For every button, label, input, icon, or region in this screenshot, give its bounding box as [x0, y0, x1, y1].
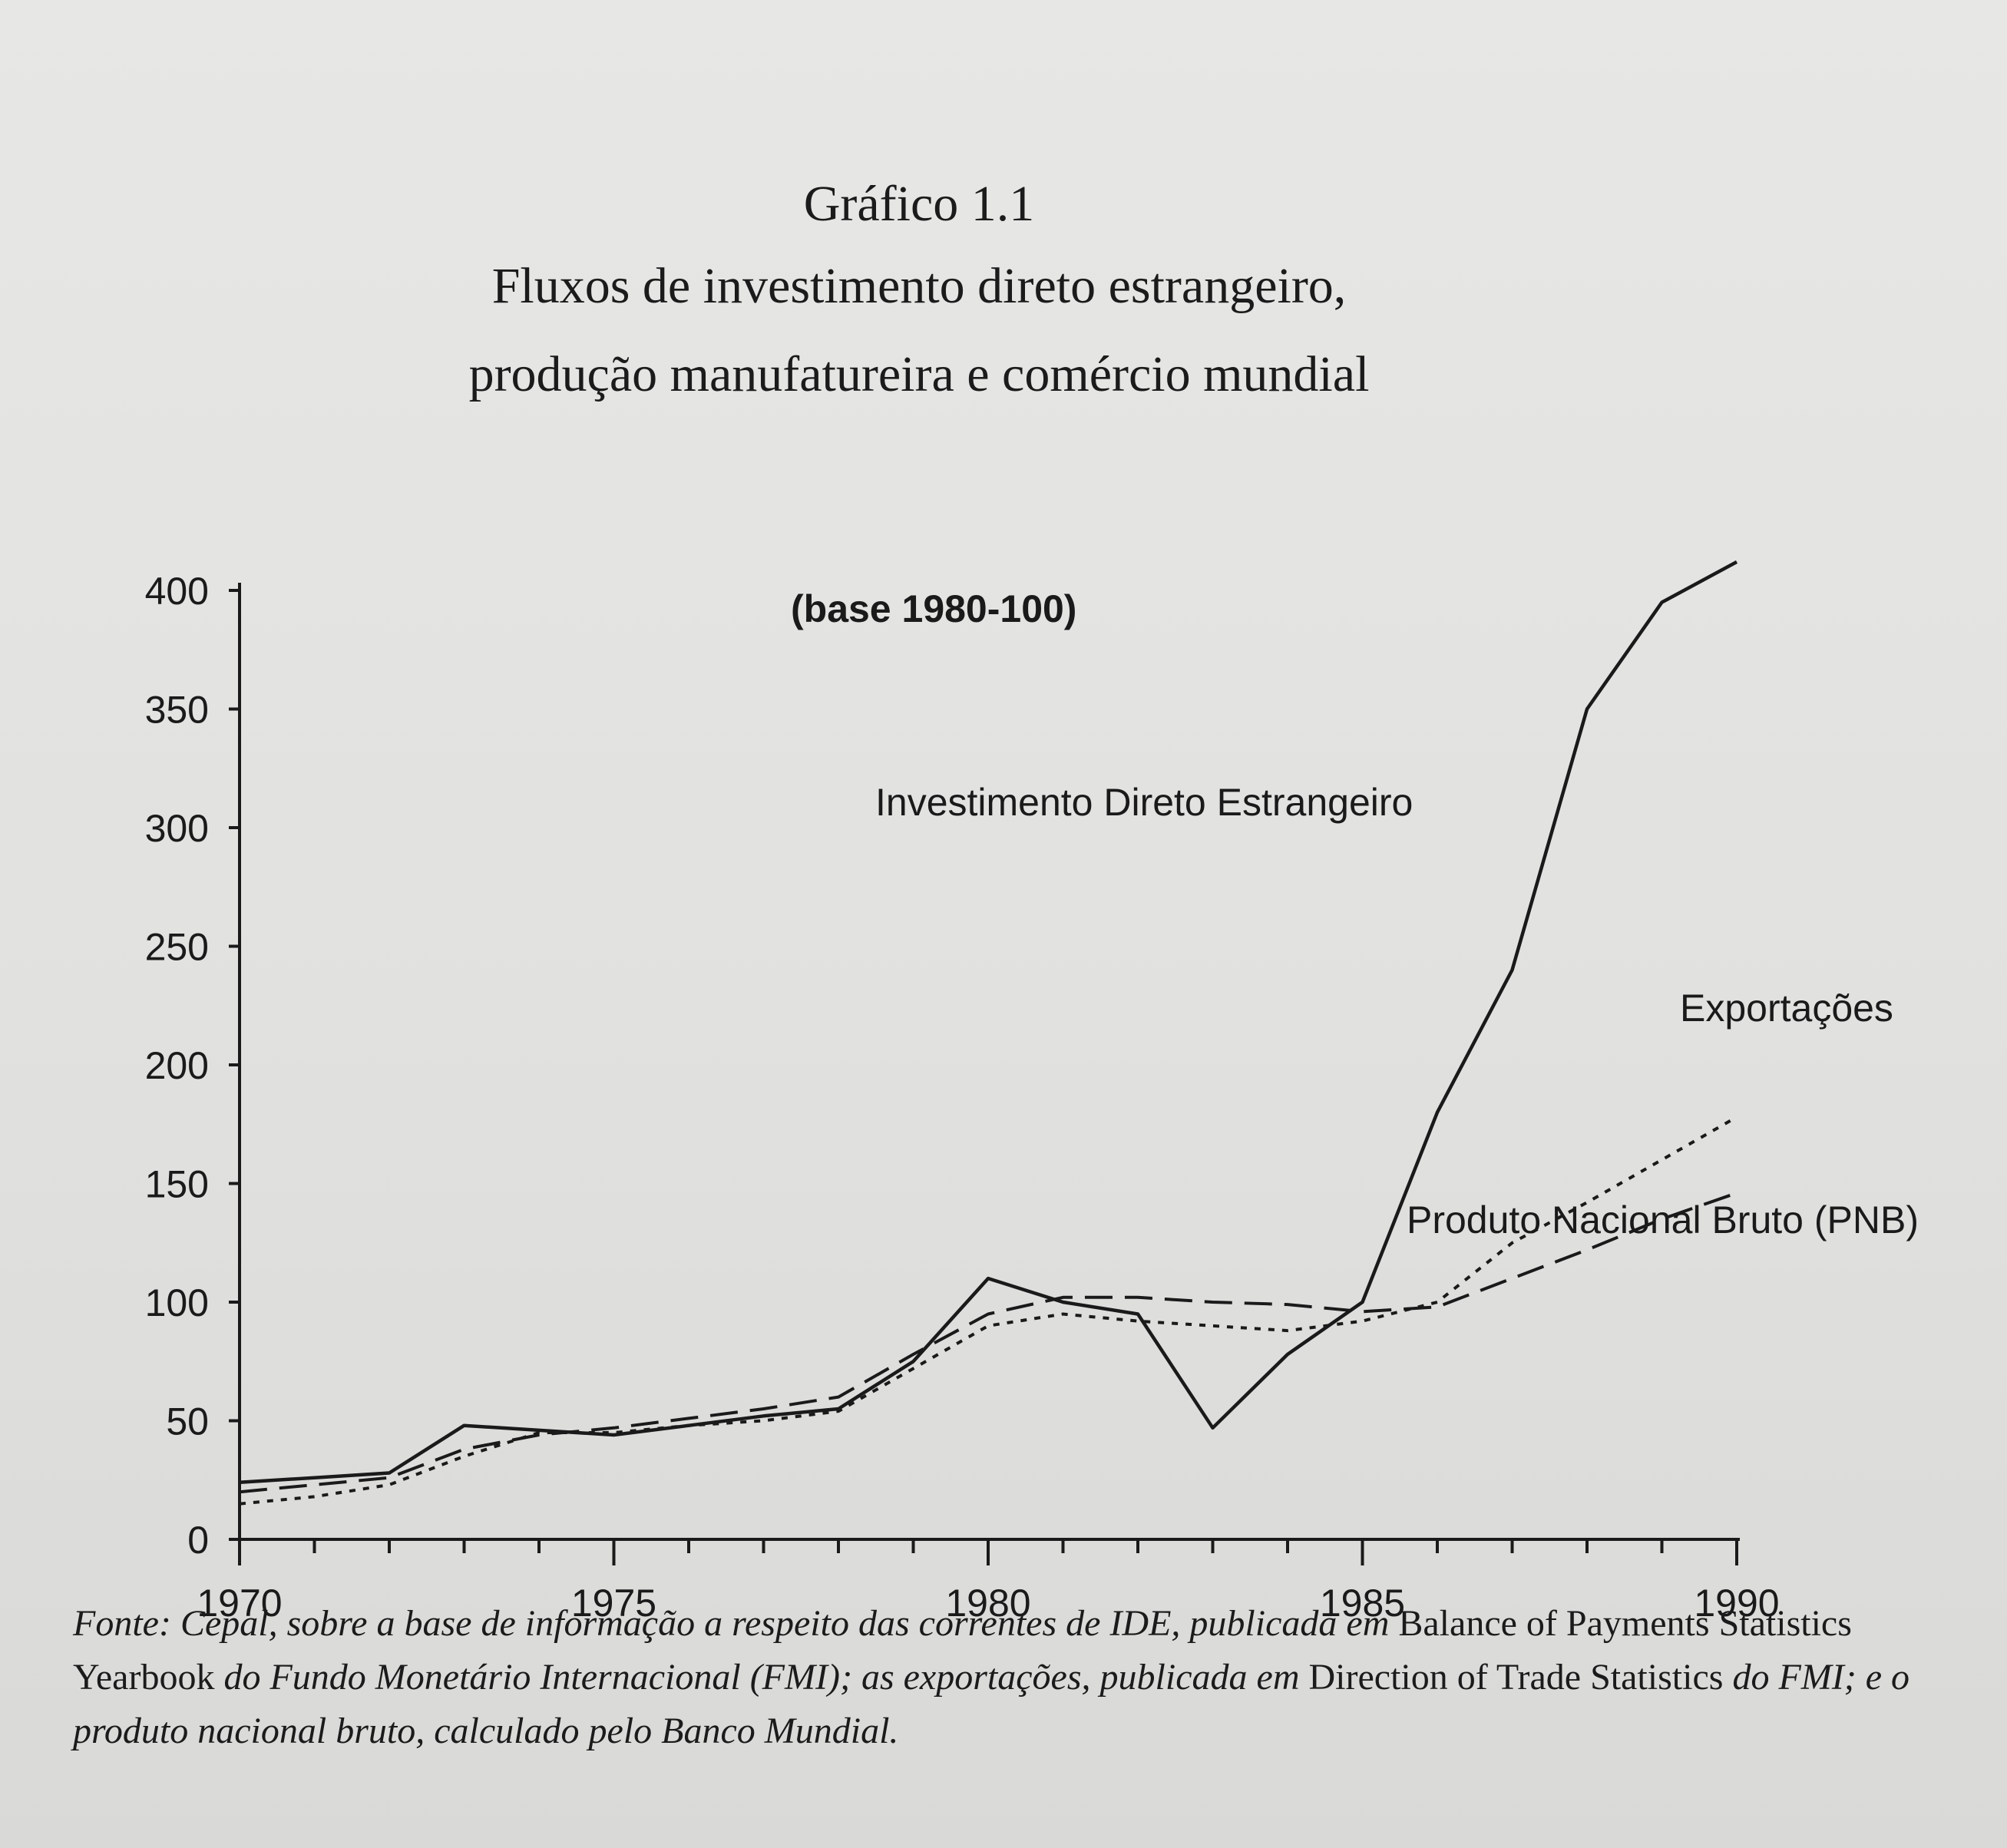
- y-tick-label: 150: [145, 1163, 209, 1206]
- chart-footnote: Fonte: Cepal, sobre a base de informação…: [73, 1597, 1946, 1758]
- y-tick-label: 50: [166, 1400, 209, 1443]
- x-tick-label: 1975: [571, 1582, 656, 1625]
- chart-base-annotation: (base 1980-100): [791, 587, 1076, 630]
- y-tick-label: 250: [145, 926, 209, 969]
- series-line-exportacoes: [239, 1116, 1738, 1506]
- chart-title-line-1: Fluxos de investimento direto estrangeir…: [491, 258, 1347, 314]
- x-tick-label: 1985: [1320, 1582, 1405, 1625]
- series-line-ide: [239, 560, 1738, 1485]
- x-tick-label: 1980: [945, 1582, 1030, 1625]
- series-label-ide: Investimento Direto Estrangeiro: [875, 781, 1413, 824]
- x-tick-label: 1970: [197, 1582, 282, 1625]
- x-tick-label: 1990: [1694, 1582, 1779, 1625]
- series-label-exportacoes: Exportações: [1680, 987, 1893, 1030]
- chart-figure-number: Gráfico 1.1: [803, 176, 1035, 232]
- chart-title-line-2: produção manufatureira e comércio mundia…: [468, 346, 1370, 402]
- chart-series: [239, 560, 1738, 1506]
- chart-ticks: 0 50 100 150 200 250 300 350 400 1970 1975 1980 1985…: [145, 570, 1780, 1625]
- footnote-part-1: Fonte: Cepal, sobre a base de informação…: [73, 1603, 1399, 1644]
- y-tick-label: 400: [145, 570, 209, 613]
- footnote-part-4: Direction of Trade Statistics: [1308, 1657, 1724, 1698]
- footnote-part-5: do FMI; e o produto nacional bruto, calc…: [73, 1657, 1910, 1751]
- y-tick-label: 0: [187, 1519, 209, 1562]
- y-tick-label: 200: [145, 1044, 209, 1087]
- y-tick-label: 350: [145, 689, 209, 732]
- y-tick-label: 300: [145, 807, 209, 850]
- chart-axes: [238, 583, 1740, 1541]
- y-tick-label: 100: [145, 1281, 209, 1324]
- footnote-part-2: Balance of Payments Statistics Yearbook: [73, 1603, 1852, 1698]
- footnote-part-3: do Fundo Monetário Internacional (FMI); …: [214, 1657, 1309, 1698]
- series-label-pnb: Produto Nacional Bruto (PNB): [1407, 1198, 1919, 1241]
- series-line-pnb: [239, 1192, 1738, 1494]
